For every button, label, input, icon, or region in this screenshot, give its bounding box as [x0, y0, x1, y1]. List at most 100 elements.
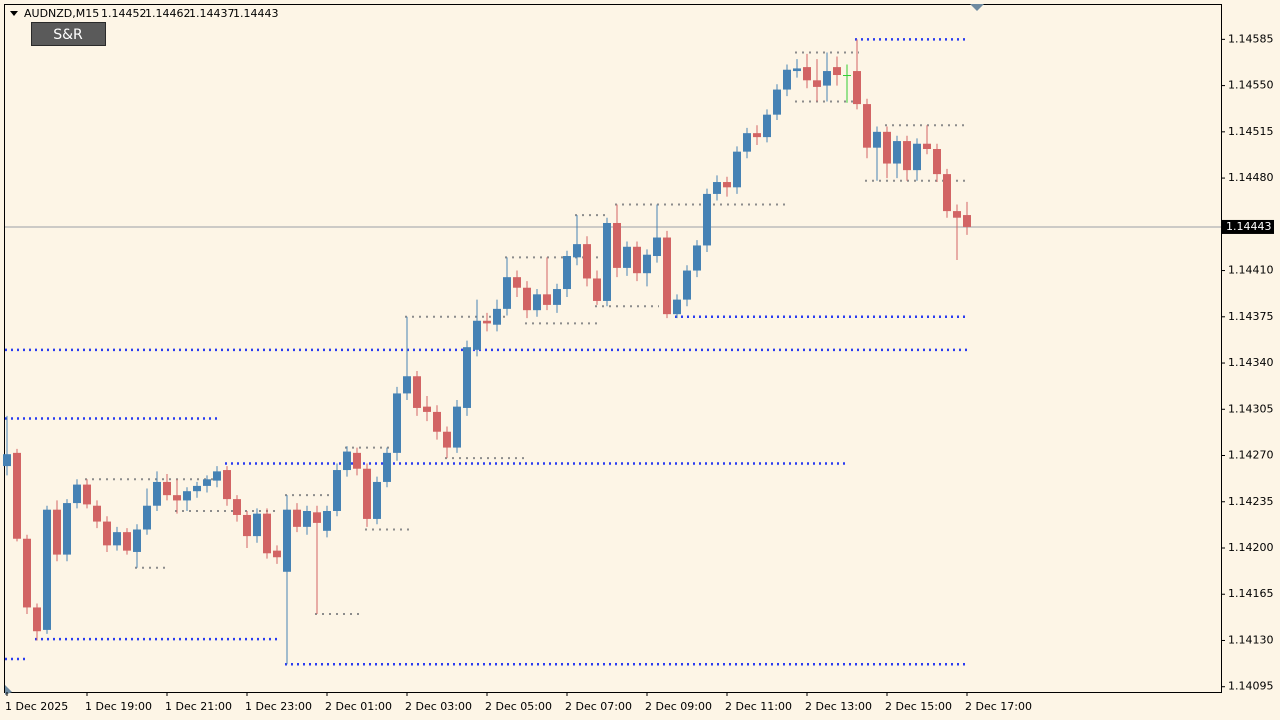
candle-body	[613, 222, 621, 268]
candle-body	[93, 505, 101, 522]
button-box[interactable]	[31, 22, 106, 46]
candle-body	[743, 133, 751, 152]
x-tick-label: 2 Dec 01:00	[325, 700, 392, 713]
candle-body	[363, 468, 371, 519]
candle-body	[403, 376, 411, 394]
candle-body	[413, 376, 421, 408]
candle-body	[663, 237, 671, 315]
candle-body	[853, 71, 861, 105]
header-open: 1.14452	[101, 7, 147, 20]
candle-body	[453, 406, 461, 448]
candle-body	[553, 289, 561, 305]
candle-body	[963, 215, 971, 227]
x-tick-label: 1 Dec 23:00	[245, 700, 312, 713]
plot-frame	[4, 4, 1222, 693]
candle-body	[203, 479, 211, 486]
candle-body	[823, 71, 831, 86]
candle-body	[243, 514, 251, 537]
candle-body	[753, 133, 761, 138]
candle-body	[3, 454, 11, 467]
x-tick-label: 2 Dec 09:00	[645, 700, 712, 713]
candle-body	[83, 484, 91, 505]
y-tick-label: 1.14585	[1228, 32, 1274, 45]
candle-body	[473, 320, 481, 350]
candle-body	[933, 149, 941, 175]
candle-body	[793, 68, 801, 72]
header-close: 1.14443	[233, 7, 279, 20]
y-tick-label: 1.14375	[1228, 310, 1274, 323]
candle-body	[653, 237, 661, 257]
y-tick-label: 1.14095	[1228, 680, 1274, 693]
candle-body	[803, 67, 811, 81]
x-tick-label: 2 Dec 11:00	[725, 700, 792, 713]
candle-body	[713, 182, 721, 194]
candle-body	[483, 320, 491, 324]
candle-body	[463, 347, 471, 408]
candle-body	[103, 521, 111, 546]
candle-body	[533, 294, 541, 311]
candle-body	[273, 550, 281, 558]
x-tick-label: 1 Dec 21:00	[165, 700, 232, 713]
candle-body	[423, 406, 431, 412]
y-tick-label: 1.14515	[1228, 125, 1274, 138]
candle-body	[923, 143, 931, 150]
candle-body	[543, 294, 551, 305]
menu-arrow[interactable]	[10, 11, 18, 16]
candle-body	[623, 246, 631, 268]
candle-body	[733, 151, 741, 188]
y-tick-label: 1.14200	[1228, 541, 1274, 554]
candle-body	[513, 277, 521, 288]
y-tick-label: 1.14550	[1228, 79, 1274, 92]
candle-body	[73, 484, 81, 504]
candle-body	[393, 393, 401, 453]
candle-body	[703, 193, 711, 246]
candle-body	[233, 499, 241, 515]
candle-body	[223, 470, 231, 500]
candle-body	[773, 89, 781, 115]
candle-body	[63, 503, 71, 555]
candle-body	[693, 245, 701, 271]
candle-body	[153, 481, 161, 506]
y-tick-label: 1.14305	[1228, 402, 1274, 415]
y-tick-label: 1.14130	[1228, 633, 1274, 646]
candle-body	[943, 174, 951, 212]
current-price-label: 1.14443	[1226, 220, 1272, 233]
symbol: AUDNZD,M15	[24, 7, 99, 20]
candle-body	[373, 481, 381, 519]
candle-body	[323, 511, 331, 531]
button-label[interactable]: S&R	[53, 27, 83, 43]
candle-body	[293, 509, 301, 527]
candle-body	[193, 485, 201, 492]
candle-body	[283, 509, 291, 572]
header-low: 1.14437	[189, 7, 235, 20]
candle-body	[763, 114, 771, 138]
candle-body	[353, 452, 361, 469]
y-tick-label: 1.14410	[1228, 264, 1274, 277]
candle-body	[253, 513, 261, 537]
y-tick-label: 1.14165	[1228, 587, 1274, 600]
candle-body	[443, 431, 451, 448]
current-price-box	[1222, 219, 1274, 234]
candle-body	[593, 278, 601, 301]
candle-body	[503, 277, 511, 309]
y-tick-label: 1.14480	[1228, 171, 1274, 184]
sr-button[interactable]: S&R	[31, 22, 106, 46]
candle-body	[33, 607, 41, 632]
plot-layer	[3, 38, 1221, 666]
candle-body	[183, 491, 191, 501]
candle-body	[783, 69, 791, 90]
candle-body	[893, 141, 901, 164]
candle-body	[333, 470, 341, 512]
candle-body	[263, 513, 271, 554]
candle-body	[683, 270, 691, 300]
candle-body	[143, 505, 151, 530]
candle-body	[173, 495, 181, 501]
x-tick-label: 1 Dec 2025	[5, 700, 68, 713]
y-tick-label: 1.14270	[1228, 449, 1274, 462]
shift-marker	[970, 4, 984, 11]
candle-body	[723, 182, 731, 188]
candle-body	[603, 222, 611, 301]
candle-body	[163, 481, 171, 496]
